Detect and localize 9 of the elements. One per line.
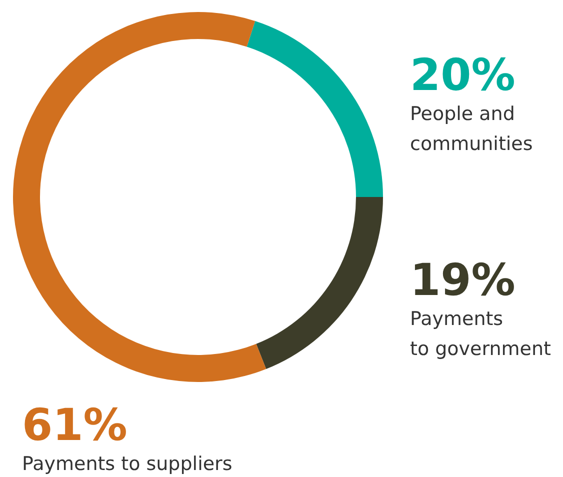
data-label: 20%	[410, 50, 516, 101]
slice-label: Payments to suppliers	[22, 453, 232, 475]
donut-slice	[246, 21, 383, 197]
data-label: 19%	[410, 255, 516, 306]
slice-label: Payments to government	[410, 308, 551, 360]
slice-label: People and communities	[410, 103, 533, 155]
donut-slice	[256, 196, 383, 369]
data-label: 61%	[22, 400, 128, 451]
donut-slice	[13, 12, 266, 382]
